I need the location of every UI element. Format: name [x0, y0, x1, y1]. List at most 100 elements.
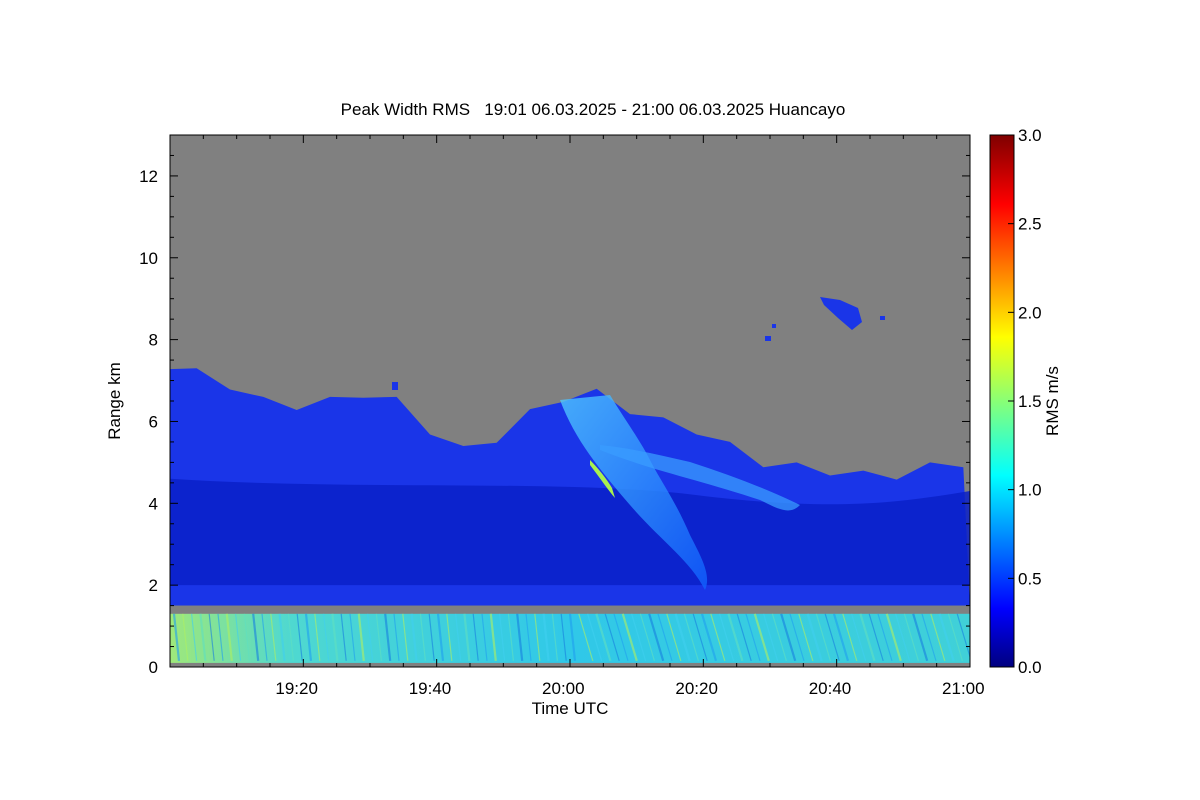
y-axis-label: Range km [105, 362, 124, 439]
surface-streak [568, 613, 577, 661]
surface-streak [208, 613, 215, 661]
surface-streak [895, 613, 911, 662]
surface-streak [393, 613, 400, 661]
surface-streak [832, 613, 850, 662]
colorbar-tick-label: 3.0 [1018, 126, 1042, 145]
surface-streak [314, 613, 321, 661]
surface-streak [172, 613, 181, 661]
y-tick-label: 12 [139, 167, 158, 186]
surface-streak [375, 613, 382, 661]
surface-streak [727, 613, 744, 662]
isolated-echoes [392, 297, 885, 390]
surface-streak [868, 613, 884, 662]
surface-streak [199, 613, 207, 661]
echo-patch [880, 316, 885, 320]
surface-streak [710, 613, 726, 662]
surface-streak [542, 613, 550, 661]
x-tick-label: 20:00 [542, 679, 585, 698]
surface-streak [824, 613, 840, 662]
x-axis: 19:20 19:40 20:00 20:20 20:40 21:00 [169, 135, 985, 698]
surface-streak [349, 613, 356, 661]
surface-streak [745, 613, 761, 662]
y-tick-label: 10 [139, 249, 158, 268]
surface-streak [261, 613, 268, 661]
surface-streak [806, 613, 823, 662]
surface-streak [331, 613, 339, 661]
echo-patch [772, 324, 776, 328]
surface-streak [428, 613, 435, 661]
echo-patch [765, 336, 771, 341]
surface-streak [657, 613, 673, 662]
surface-streak [621, 613, 638, 662]
surface-streak [560, 613, 567, 661]
surface-streak [551, 613, 558, 661]
surface-streak [885, 613, 902, 662]
surface-streak [736, 613, 752, 662]
surface-streak [604, 613, 620, 662]
surface-streak [763, 613, 779, 662]
echo-patch [392, 382, 398, 390]
y-tick-label: 8 [149, 331, 158, 350]
surface-streak [947, 613, 963, 662]
surface-streak [648, 613, 665, 662]
surface-streak [595, 613, 612, 662]
x-tick-label: 21:00 [942, 679, 985, 698]
x-axis-label: Time UTC [532, 699, 609, 718]
surface-streak [525, 613, 532, 661]
surface-streak [534, 613, 541, 661]
surface-streak [700, 613, 718, 662]
surface-streak [798, 613, 814, 662]
surface-streak [463, 613, 471, 661]
surface-streak [489, 613, 497, 661]
chart-title: Peak Width RMS 19:01 06.03.2025 - 21:00 … [341, 100, 846, 119]
surface-streak [243, 613, 250, 661]
plume-anvil [600, 445, 800, 511]
surface-streak [402, 613, 409, 661]
surface-streak [287, 613, 294, 661]
plume-core [560, 395, 708, 590]
data-gap-band [170, 605, 970, 614]
x-tick-label: 20:40 [809, 679, 852, 698]
surface-streak [357, 613, 365, 661]
surface-streak [296, 613, 303, 661]
surface-streak [613, 613, 629, 662]
surface-streak [278, 613, 286, 661]
surface-streak [692, 613, 708, 662]
surface-streak [507, 613, 514, 661]
colorbar-tick-label: 2.0 [1018, 303, 1042, 322]
surface-streak [666, 613, 682, 662]
surface-streak [472, 613, 479, 661]
colorbar-tick-label: 0.0 [1018, 658, 1042, 677]
surface-streak [903, 613, 919, 662]
surface-streak [639, 613, 655, 662]
surface-streak [455, 613, 462, 661]
convective-plume [560, 395, 800, 590]
colorbar-ticks: 0.0 0.5 1.0 1.5 2.0 2.5 3.0 [1008, 126, 1042, 677]
surface-streak [481, 613, 488, 661]
surface-streak [771, 613, 787, 662]
surface-streak [842, 613, 858, 662]
x-tick-label: 19:20 [275, 679, 318, 698]
surface-streak [367, 613, 374, 661]
surface-streak [956, 613, 970, 659]
surface-streaks [172, 613, 970, 662]
y-axis: 0 2 4 6 8 10 12 [139, 134, 970, 677]
x-tick-label: 20:20 [675, 679, 718, 698]
colorbar-tick-label: 0.5 [1018, 569, 1042, 588]
surface-streak [789, 613, 805, 662]
surface-streak [516, 613, 524, 661]
surface-streak [499, 613, 506, 661]
surface-streak [815, 613, 831, 662]
surface-streak [683, 613, 699, 662]
y-tick-label: 2 [149, 576, 158, 595]
surface-streak [270, 613, 277, 661]
surface-streak [340, 613, 347, 661]
surface-streak [912, 613, 929, 662]
y-tick-label: 0 [149, 658, 158, 677]
surface-streak [235, 613, 242, 661]
colorbar-label: RMS m/s [1043, 366, 1062, 436]
surface-streak [191, 613, 198, 661]
surface-streak [780, 613, 797, 662]
surface-streak [182, 613, 189, 661]
